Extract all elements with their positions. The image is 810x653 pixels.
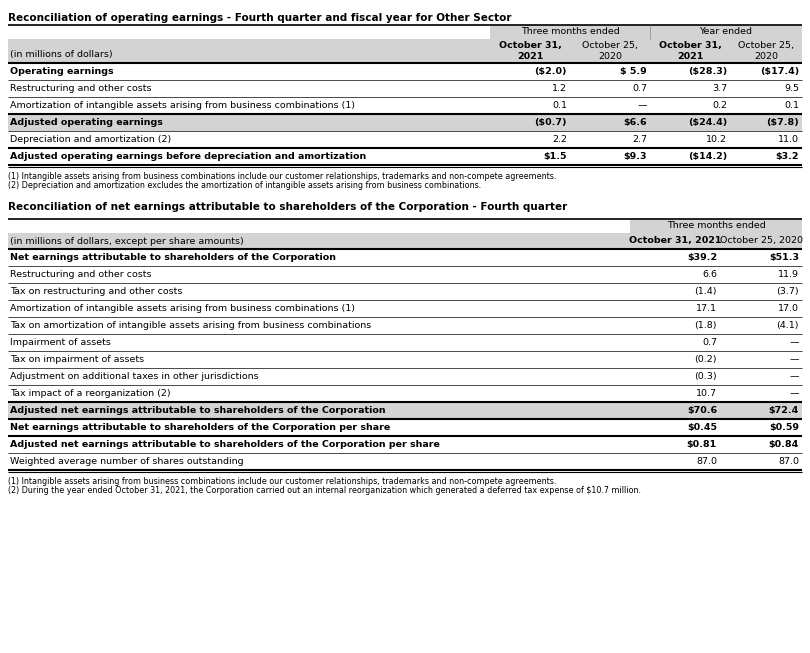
Text: 6.6: 6.6 xyxy=(702,270,717,279)
Text: Restructuring and other costs: Restructuring and other costs xyxy=(10,84,151,93)
Text: —: — xyxy=(790,338,799,347)
Text: ($14.2): ($14.2) xyxy=(688,152,727,161)
Text: Depreciation and amortization (2): Depreciation and amortization (2) xyxy=(10,135,171,144)
Text: (in millions of dollars): (in millions of dollars) xyxy=(10,50,113,59)
Text: 0.1: 0.1 xyxy=(784,101,799,110)
Text: (0.2): (0.2) xyxy=(694,355,717,364)
Text: Operating earnings: Operating earnings xyxy=(10,67,113,76)
Text: Net earnings attributable to shareholders of the Corporation: Net earnings attributable to shareholder… xyxy=(10,253,336,262)
Text: (3.7): (3.7) xyxy=(776,287,799,296)
Text: 10.2: 10.2 xyxy=(706,135,727,144)
Text: (0.3): (0.3) xyxy=(694,372,717,381)
Text: Adjustment on additional taxes in other jurisdictions: Adjustment on additional taxes in other … xyxy=(10,372,258,381)
Text: Three months ended: Three months ended xyxy=(667,221,765,231)
Text: $9.3: $9.3 xyxy=(624,152,647,161)
Text: 2.2: 2.2 xyxy=(552,135,567,144)
Text: October 31,
2021: October 31, 2021 xyxy=(659,41,722,61)
Text: Reconciliation of net earnings attributable to shareholders of the Corporation -: Reconciliation of net earnings attributa… xyxy=(8,202,567,212)
Text: Amortization of intangible assets arising from business combinations (1): Amortization of intangible assets arisin… xyxy=(10,304,355,313)
Text: —: — xyxy=(790,372,799,381)
Text: 9.5: 9.5 xyxy=(784,84,799,93)
Text: ($24.4): ($24.4) xyxy=(688,118,727,127)
Text: ($7.8): ($7.8) xyxy=(766,118,799,127)
Bar xyxy=(650,25,802,39)
Text: Tax on impairment of assets: Tax on impairment of assets xyxy=(10,355,144,364)
Text: Year ended: Year ended xyxy=(700,27,752,37)
Text: 10.7: 10.7 xyxy=(696,389,717,398)
Text: $0.84: $0.84 xyxy=(769,440,799,449)
Bar xyxy=(8,39,802,63)
Text: —: — xyxy=(790,389,799,398)
Text: Impairment of assets: Impairment of assets xyxy=(10,338,111,347)
Text: Tax on amortization of intangible assets arising from business combinations: Tax on amortization of intangible assets… xyxy=(10,321,371,330)
Text: —: — xyxy=(637,101,647,110)
Text: $1.5: $1.5 xyxy=(544,152,567,161)
Text: $70.6: $70.6 xyxy=(687,406,717,415)
Text: October 25,
2020: October 25, 2020 xyxy=(582,41,638,61)
Text: 3.7: 3.7 xyxy=(712,84,727,93)
Text: (1.8): (1.8) xyxy=(694,321,717,330)
Text: ($28.3): ($28.3) xyxy=(688,67,727,76)
Text: ($0.7): ($0.7) xyxy=(535,118,567,127)
Text: 11.0: 11.0 xyxy=(778,135,799,144)
Bar xyxy=(8,233,802,249)
Text: —: — xyxy=(790,355,799,364)
Text: 0.1: 0.1 xyxy=(552,101,567,110)
Text: (in millions of dollars, except per share amounts): (in millions of dollars, except per shar… xyxy=(10,236,244,246)
Text: Weighted average number of shares outstanding: Weighted average number of shares outsta… xyxy=(10,457,244,466)
Text: 87.0: 87.0 xyxy=(696,457,717,466)
Text: ($2.0): ($2.0) xyxy=(535,67,567,76)
Text: 0.7: 0.7 xyxy=(702,338,717,347)
Text: 11.9: 11.9 xyxy=(778,270,799,279)
Text: October 31,
2021: October 31, 2021 xyxy=(499,41,561,61)
Text: October 31, 2021: October 31, 2021 xyxy=(629,236,721,246)
Text: (1.4): (1.4) xyxy=(694,287,717,296)
Text: Tax on restructuring and other costs: Tax on restructuring and other costs xyxy=(10,287,182,296)
Text: $0.59: $0.59 xyxy=(769,423,799,432)
Text: $51.3: $51.3 xyxy=(769,253,799,262)
Text: 17.1: 17.1 xyxy=(696,304,717,313)
Text: (4.1): (4.1) xyxy=(777,321,799,330)
Text: Adjusted operating earnings before depreciation and amortization: Adjusted operating earnings before depre… xyxy=(10,152,366,161)
Text: 0.2: 0.2 xyxy=(712,101,727,110)
Text: $ 5.9: $ 5.9 xyxy=(620,67,647,76)
Text: Adjusted net earnings attributable to shareholders of the Corporation per share: Adjusted net earnings attributable to sh… xyxy=(10,440,440,449)
Text: Amortization of intangible assets arising from business combinations (1): Amortization of intangible assets arisin… xyxy=(10,101,355,110)
Text: $39.2: $39.2 xyxy=(687,253,717,262)
Text: 2.7: 2.7 xyxy=(632,135,647,144)
Text: 87.0: 87.0 xyxy=(778,457,799,466)
Text: ($17.4): ($17.4) xyxy=(760,67,799,76)
Text: $72.4: $72.4 xyxy=(769,406,799,415)
Text: (1) Intangible assets arising from business combinations include our customer re: (1) Intangible assets arising from busin… xyxy=(8,477,556,486)
Text: (1) Intangible assets arising from business combinations include our customer re: (1) Intangible assets arising from busin… xyxy=(8,172,556,181)
Text: (2) During the year ended October 31, 2021, the Corporation carried out an inter: (2) During the year ended October 31, 20… xyxy=(8,486,641,495)
Text: $0.81: $0.81 xyxy=(687,440,717,449)
Text: $0.45: $0.45 xyxy=(687,423,717,432)
Bar xyxy=(8,402,802,419)
Text: Three months ended: Three months ended xyxy=(521,27,620,37)
Text: $6.6: $6.6 xyxy=(624,118,647,127)
Text: Restructuring and other costs: Restructuring and other costs xyxy=(10,270,151,279)
Text: Tax impact of a reorganization (2): Tax impact of a reorganization (2) xyxy=(10,389,171,398)
Text: Reconciliation of operating earnings - Fourth quarter and fiscal year for Other : Reconciliation of operating earnings - F… xyxy=(8,13,511,23)
Text: October 25,
2020: October 25, 2020 xyxy=(738,41,794,61)
Text: 1.2: 1.2 xyxy=(552,84,567,93)
Text: 17.0: 17.0 xyxy=(778,304,799,313)
Bar xyxy=(8,114,802,131)
Text: Net earnings attributable to shareholders of the Corporation per share: Net earnings attributable to shareholder… xyxy=(10,423,390,432)
Bar xyxy=(630,219,802,233)
Bar xyxy=(490,25,650,39)
Text: Adjusted net earnings attributable to shareholders of the Corporation: Adjusted net earnings attributable to sh… xyxy=(10,406,386,415)
Text: (2) Depreciation and amortization excludes the amortization of intangible assets: (2) Depreciation and amortization exclud… xyxy=(8,181,481,190)
Text: $3.2: $3.2 xyxy=(775,152,799,161)
Text: October 25, 2020: October 25, 2020 xyxy=(719,236,803,246)
Text: Adjusted operating earnings: Adjusted operating earnings xyxy=(10,118,163,127)
Text: 0.7: 0.7 xyxy=(632,84,647,93)
